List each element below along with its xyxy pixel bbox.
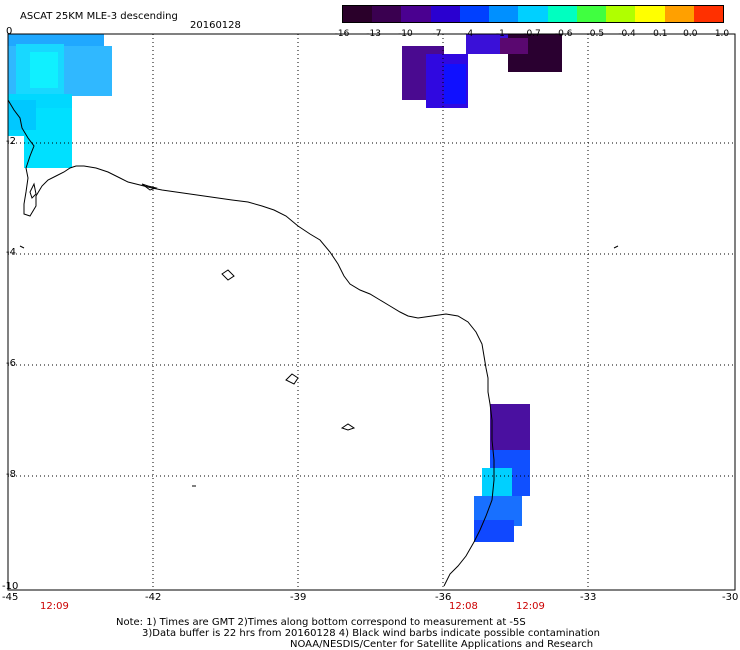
colorbar-segment xyxy=(664,6,694,22)
colorbar-label: -1 xyxy=(495,29,505,39)
colorbar-segment xyxy=(401,6,431,22)
x-tick-5: -30 xyxy=(722,592,739,603)
colorbar-label: -16 xyxy=(334,29,350,39)
map-frame xyxy=(7,33,736,591)
colorbar-label: -0.6 xyxy=(554,29,573,39)
colorbar-segment xyxy=(372,6,402,22)
colorbar-label: -0.7 xyxy=(523,29,541,39)
colorbar-segment xyxy=(606,6,636,22)
x-tick-4: -33 xyxy=(580,592,597,603)
colorbar-segment xyxy=(489,6,519,22)
colorbar-segment xyxy=(343,6,373,22)
coastline xyxy=(7,99,619,587)
colorbar-label: -0.1 xyxy=(649,29,668,39)
y-tick-5: -10 xyxy=(2,581,19,592)
map-title: ASCAT 25KM MLE-3 descending xyxy=(20,11,178,22)
colorbar-label: -10 xyxy=(397,29,413,39)
x-tick-0: -45 xyxy=(2,592,19,603)
colorbar-segment xyxy=(693,6,724,22)
y-tick-2: -4 xyxy=(6,247,16,258)
y-tick-3: -6 xyxy=(6,358,16,369)
swath-northwest xyxy=(8,34,112,168)
x-tick-2: -39 xyxy=(290,592,307,603)
colorbar-segment xyxy=(430,6,460,22)
gridlines xyxy=(8,34,735,590)
map-date: 20160128 xyxy=(190,20,241,31)
swath-southeast xyxy=(474,404,530,542)
time-label-1: 12:09 xyxy=(40,601,69,612)
note-line-3: NOAA/NESDIS/Center for Satellite Applica… xyxy=(290,639,594,650)
note-line-2: 3)Data buffer is 22 hrs from 20160128 4)… xyxy=(142,628,600,639)
y-tick-1: -2 xyxy=(6,136,16,147)
y-tick-4: -8 xyxy=(6,469,16,480)
colorbar-label: -7 xyxy=(432,29,442,39)
swath-northeast xyxy=(402,34,562,108)
colorbar-segment xyxy=(547,6,577,22)
colorbar-label: -0.5 xyxy=(586,29,605,39)
y-tick-0: 0 xyxy=(6,26,13,37)
time-label-3: 12:09 xyxy=(516,601,545,612)
colorbar-label: -4 xyxy=(464,29,474,39)
colorbar-label: -13 xyxy=(366,29,382,39)
x-tick-3: -36 xyxy=(435,592,452,603)
colorbar-segment xyxy=(635,6,665,22)
colorbar-segment xyxy=(576,6,607,22)
time-label-2: 12:08 xyxy=(449,601,478,612)
colorbar-segment xyxy=(459,6,490,22)
note-line-1: Note: 1) Times are GMT 2)Times along bot… xyxy=(116,617,526,628)
colorbar xyxy=(342,5,724,23)
x-tick-1: -42 xyxy=(145,592,162,603)
colorbar-segment xyxy=(518,6,548,22)
colorbar-label: -0.4 xyxy=(618,29,636,39)
colorbar-label: 1.0 xyxy=(714,29,730,39)
colorbar-label: 0.0 xyxy=(683,29,698,39)
